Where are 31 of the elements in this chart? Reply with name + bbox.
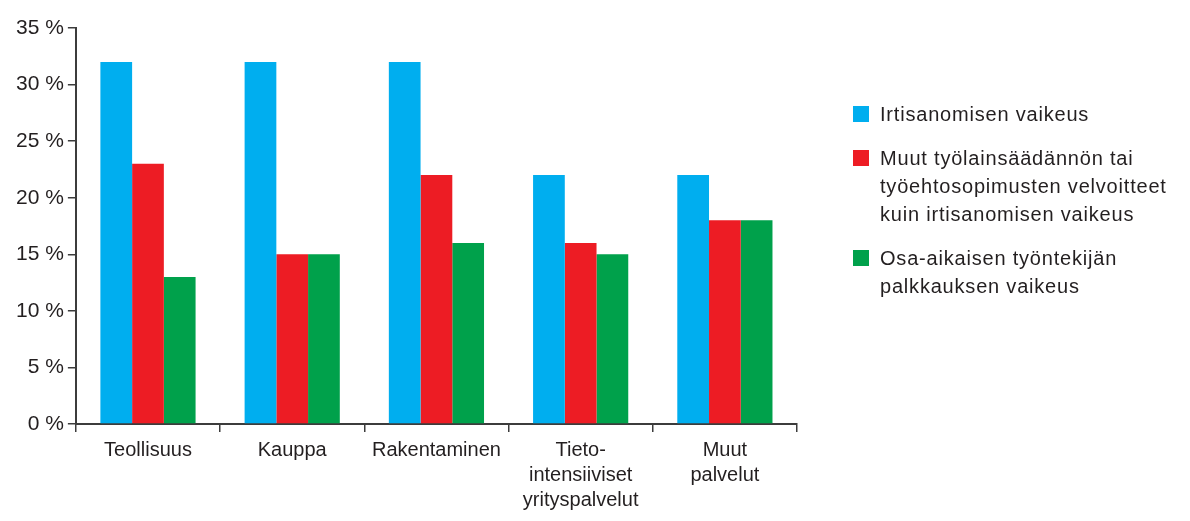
legend-label: Muut työlainsäädännön tai työehtosopimusten velvoitteet kuin irtisanomisen vaikeus — [880, 146, 1168, 227]
y-tick-label: 25 % — [15, 127, 64, 151]
bar — [596, 254, 629, 424]
bar — [244, 61, 277, 424]
bar — [100, 61, 133, 424]
bar — [564, 242, 597, 424]
bar — [388, 61, 421, 424]
x-tick-label: Tieto-intensiiviset yrityspalvelut — [522, 438, 639, 511]
x-tick-label: Kauppa — [257, 438, 328, 461]
bar — [709, 220, 741, 424]
bar — [452, 242, 485, 424]
bar — [163, 276, 196, 424]
x-tick-label: Muut palvelut — [690, 438, 760, 486]
bar — [420, 175, 453, 424]
bar — [276, 254, 309, 424]
legend-label: Osa-aikaisen työntekijän palkkauksen vaikeus — [880, 246, 1119, 299]
y-tick-label: 20 % — [15, 184, 64, 208]
y-tick-label: 35 % — [15, 14, 64, 38]
bar — [740, 220, 773, 424]
y-tick-label: 0 % — [27, 410, 64, 434]
bar — [132, 163, 164, 424]
legend-label: Irtisanomisen vaikeus — [880, 102, 1091, 127]
y-tick-label: 10 % — [15, 297, 64, 321]
y-tick-label: 30 % — [15, 71, 64, 95]
bar — [677, 175, 710, 424]
x-tick-label: Rakentaminen — [371, 438, 501, 461]
y-tick-label: 15 % — [15, 241, 64, 265]
x-tick-label: Teollisuus — [104, 438, 192, 461]
y-tick-label: 5 % — [27, 354, 64, 378]
bar — [308, 254, 340, 424]
bar — [533, 175, 565, 424]
